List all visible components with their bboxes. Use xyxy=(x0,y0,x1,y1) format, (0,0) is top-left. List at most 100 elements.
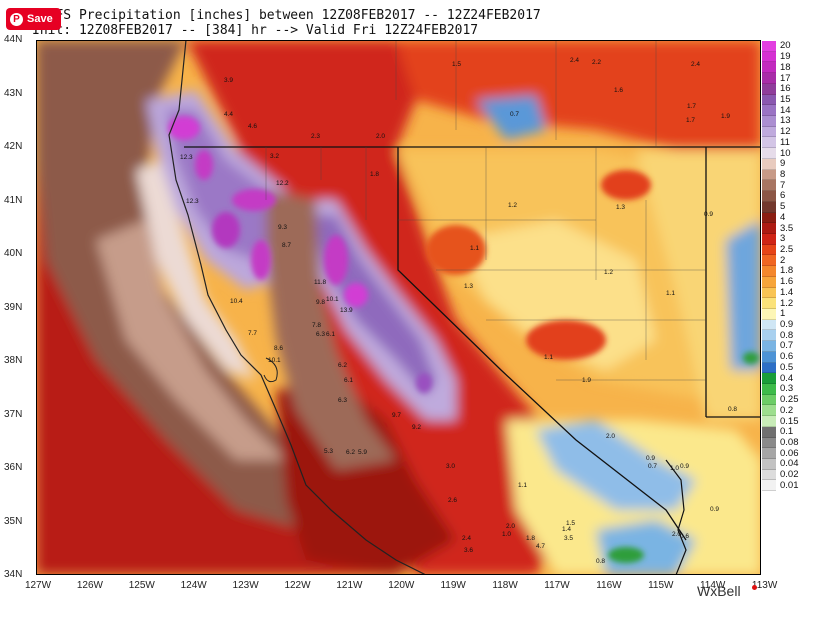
latitude-label: 40N xyxy=(4,248,23,259)
precip-value-label: 1.7 xyxy=(686,117,695,124)
legend-label: 0.6 xyxy=(780,351,794,363)
legend-swatch xyxy=(762,437,776,449)
legend-swatch xyxy=(762,405,776,417)
precip-value-label: 1.5 xyxy=(452,61,461,68)
pinterest-icon: P xyxy=(10,12,23,26)
precip-value-label: 12.3 xyxy=(180,154,193,161)
precip-value-label: 10.1 xyxy=(326,296,339,303)
precip-value-label: 2.2 xyxy=(592,59,601,66)
precip-value-label: 1.6 xyxy=(614,87,623,94)
latitude-label: 34N xyxy=(4,569,23,580)
precip-value-label: 7.7 xyxy=(248,330,257,337)
legend-row: 0.8 xyxy=(762,329,812,342)
legend-swatch xyxy=(762,416,776,427)
legend-row: 10 xyxy=(762,148,812,159)
precip-value-label: 8.7 xyxy=(282,242,291,249)
legend-label: 0.8 xyxy=(780,329,794,341)
precip-value-label: 9.3 xyxy=(278,224,287,231)
legend-swatch xyxy=(762,330,776,342)
longitude-label: 124W xyxy=(180,580,207,591)
latitude-label: 43N xyxy=(4,87,23,99)
precip-value-label: 2.0 xyxy=(672,531,681,538)
map-title: P GFS Precipitation [inches] between 12Z… xyxy=(32,8,541,23)
legend-swatch xyxy=(762,287,776,299)
precip-value-label: 1.3 xyxy=(616,204,625,211)
legend-label: 1.2 xyxy=(780,297,794,309)
coastline xyxy=(168,40,427,575)
precip-value-label: 10.4 xyxy=(230,298,243,305)
legend-swatch xyxy=(762,169,776,181)
coast-light-region xyxy=(136,160,256,380)
legend-label: 11 xyxy=(780,136,790,148)
precip-value-label: 4.7 xyxy=(536,543,545,550)
hot-spot-2 xyxy=(601,170,651,200)
central-valley-brown xyxy=(266,190,396,470)
legend-row: 1.6 xyxy=(762,277,812,288)
legend-label: 19 xyxy=(780,51,791,63)
precip-value-label: 1.3 xyxy=(464,283,473,290)
legend-swatch xyxy=(762,362,776,374)
precip-value-label: 1.1 xyxy=(470,245,479,252)
legend-label: 0.25 xyxy=(780,394,799,406)
longitude-label: 118W xyxy=(492,580,518,591)
peak-sierra-2 xyxy=(344,283,368,307)
peak-sierra-3 xyxy=(416,373,432,393)
legend-swatch xyxy=(762,233,776,245)
precip-value-label: 3.5 xyxy=(564,535,573,542)
precip-map: 1.5 2.4 2.2 2.4 1.6 1.7 1.9 1.7 0.7 2.3 2.0 3.9 4.4 4… xyxy=(36,40,761,575)
precip-value-label: 1.1 xyxy=(666,290,675,297)
legend-swatch xyxy=(762,41,776,52)
utah-yellow xyxy=(636,150,761,420)
legend-row: 20 xyxy=(762,41,812,52)
legend-swatch xyxy=(762,158,776,170)
precip-value-label: 4.6 xyxy=(248,123,257,130)
legend-row: 1.4 xyxy=(762,287,812,299)
legend-label: 1.6 xyxy=(780,276,794,288)
precip-value-label: 6.1 xyxy=(344,377,353,384)
precip-value-label: 1.7 xyxy=(687,103,696,110)
ocean-pink-region xyxy=(96,220,286,460)
peak-north-3 xyxy=(212,212,240,248)
legend-label: 3 xyxy=(780,233,786,245)
longitude-label: 113W xyxy=(751,580,778,591)
longitude-label: 125W xyxy=(128,580,155,591)
legend-label: 0.04 xyxy=(780,458,799,470)
precip-value-label: 3.6 xyxy=(464,547,473,554)
legend-row: 0.06 xyxy=(762,448,812,460)
longitude-label: 116W xyxy=(596,580,622,591)
precip-value-label: 7.8 xyxy=(312,322,321,329)
legend-label: 0.15 xyxy=(780,415,799,427)
hot-spot-1 xyxy=(526,320,606,360)
precip-value-label: 6.3 xyxy=(338,397,347,404)
precip-value-label: 2.4 xyxy=(691,61,700,68)
legend-row: 1.2 xyxy=(762,298,812,309)
precip-value-label: 9.7 xyxy=(392,412,401,419)
longitude-label: 117W xyxy=(544,580,570,591)
longitude-label: 122W xyxy=(284,580,311,591)
legend-swatch xyxy=(762,480,776,492)
precip-value-label: 1.1 xyxy=(518,482,527,489)
legend-label: 0.08 xyxy=(780,436,799,448)
save-button[interactable]: P Save xyxy=(6,8,61,30)
precip-value-label: 1.9 xyxy=(582,377,591,384)
legend-label: 0.7 xyxy=(780,340,794,352)
precip-value-label: 2.4 xyxy=(462,535,471,542)
legend-label: 0.1 xyxy=(780,426,794,438)
legend-row: 17 xyxy=(762,73,812,84)
precip-value-label: 1.9 xyxy=(721,113,730,120)
legend-swatch xyxy=(762,319,776,331)
precip-value-label: 1.1 xyxy=(544,354,553,361)
latitude-label: 35N xyxy=(4,515,23,527)
peak-north-2 xyxy=(232,189,276,211)
legend-swatch xyxy=(762,137,776,149)
precip-value-label: 13.9 xyxy=(340,307,353,314)
east-blue-patch xyxy=(726,220,761,370)
hot-spot-3 xyxy=(426,225,486,275)
legend-label: 0.9 xyxy=(780,319,794,331)
value-label-layer: 1.5 2.4 2.2 2.4 1.6 1.7 1.9 1.7 0.7 2.3 2.0 3.9 4.4 4… xyxy=(180,57,737,565)
precip-value-label: 0.9 xyxy=(704,211,713,218)
precip-value-label: 9.8 xyxy=(316,299,325,306)
precip-value-label: 0.8 xyxy=(728,406,737,413)
precip-value-label: 1.4 xyxy=(562,526,571,533)
legend-row: 12 xyxy=(762,127,812,138)
